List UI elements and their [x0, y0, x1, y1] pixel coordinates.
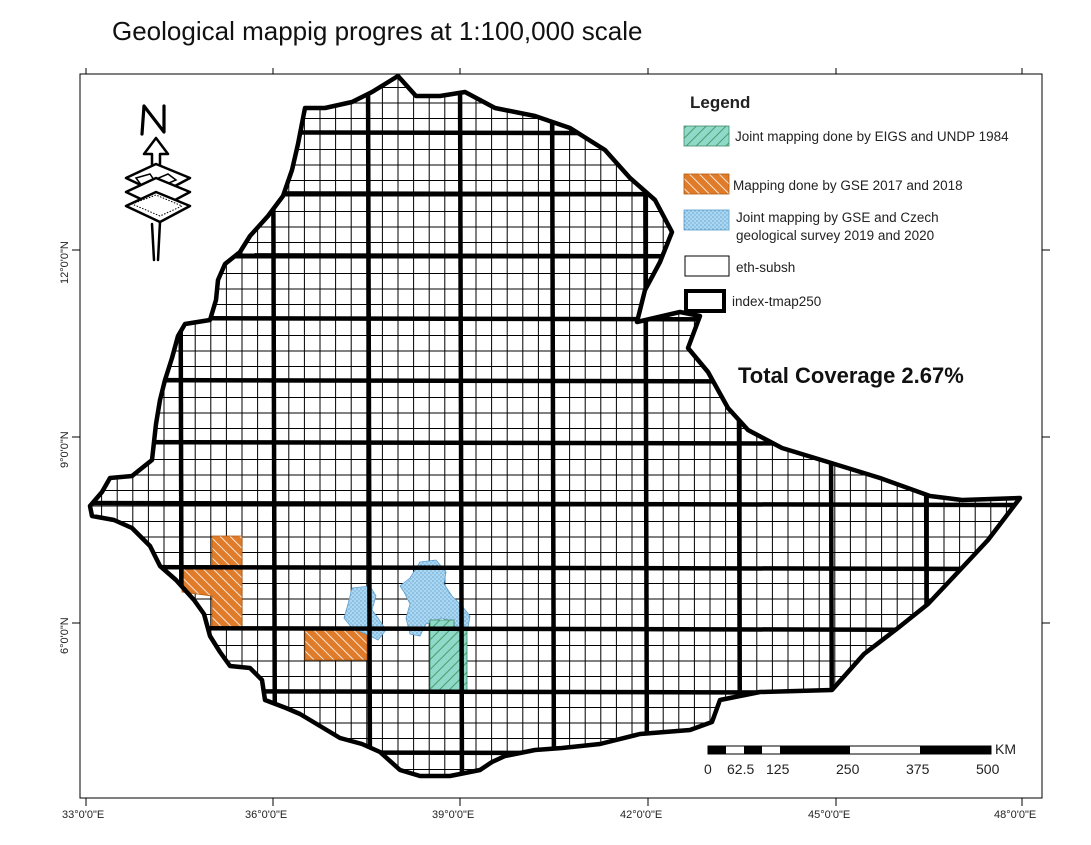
legend-swatch-subsh	[684, 255, 730, 277]
scale-bar: KM 0 62.5 125 250 375 500	[704, 741, 1016, 777]
y-tick-6n: 6°0'0"N	[59, 617, 71, 654]
y-tick-12n: 12°0'0"N	[59, 241, 71, 284]
legend-swatch-czech	[683, 209, 730, 231]
total-coverage-label: Total Coverage 2.67%	[738, 363, 964, 388]
north-arrow-icon	[124, 104, 192, 262]
x-tick-45e: 45°0'0"E	[808, 809, 850, 821]
legend-label-gse: Mapping done by GSE 2017 and 2018	[733, 178, 963, 193]
x-tick-36e: 36°0'0"E	[245, 809, 287, 821]
scale-label-500: 500	[976, 761, 1000, 777]
x-tick-39e: 39°0'0"E	[432, 809, 474, 821]
legend-swatch-undp	[683, 125, 730, 147]
map-title: Geological mappig progres at 1:100,000 s…	[112, 16, 643, 46]
scale-label-375: 375	[906, 761, 930, 777]
x-tick-48e: 48°0'0"E	[994, 809, 1036, 821]
x-tick-42e: 42°0'0"E	[620, 809, 662, 821]
frame-ticks	[72, 68, 1050, 806]
legend-title: Legend	[690, 93, 750, 112]
legend-label-czech-line2: geological survey 2019 and 2020	[736, 228, 934, 243]
y-tick-9n: 9°0'0"N	[59, 431, 71, 468]
gse-2017-2018-area-south	[304, 629, 368, 661]
legend-label-czech-line1: Joint mapping by GSE and Czech	[736, 210, 939, 225]
legend-label-undp: Joint mapping done by EIGS and UNDP 1984	[735, 129, 1009, 144]
legend: Legend Joint mapping done by EIGS and UN…	[683, 93, 1009, 313]
ethiopia-outline	[87, 73, 1023, 779]
x-tick-33e: 33°0'0"E	[62, 809, 104, 821]
legend-label-tmap250: index-tmap250	[732, 294, 821, 309]
legend-swatch-tmap250	[684, 289, 726, 313]
eigs-undp-1984-area	[429, 619, 468, 693]
scale-label-62-5: 62.5	[727, 761, 754, 777]
legend-swatch-gse	[683, 173, 730, 195]
scale-unit: KM	[995, 741, 1016, 757]
scale-label-0: 0	[704, 761, 712, 777]
mapped-areas	[181, 535, 471, 693]
map-frame	[79, 73, 1043, 799]
scale-label-125: 125	[766, 761, 790, 777]
scale-label-250: 250	[836, 761, 860, 777]
legend-label-subsh: eth-subsh	[736, 260, 795, 275]
